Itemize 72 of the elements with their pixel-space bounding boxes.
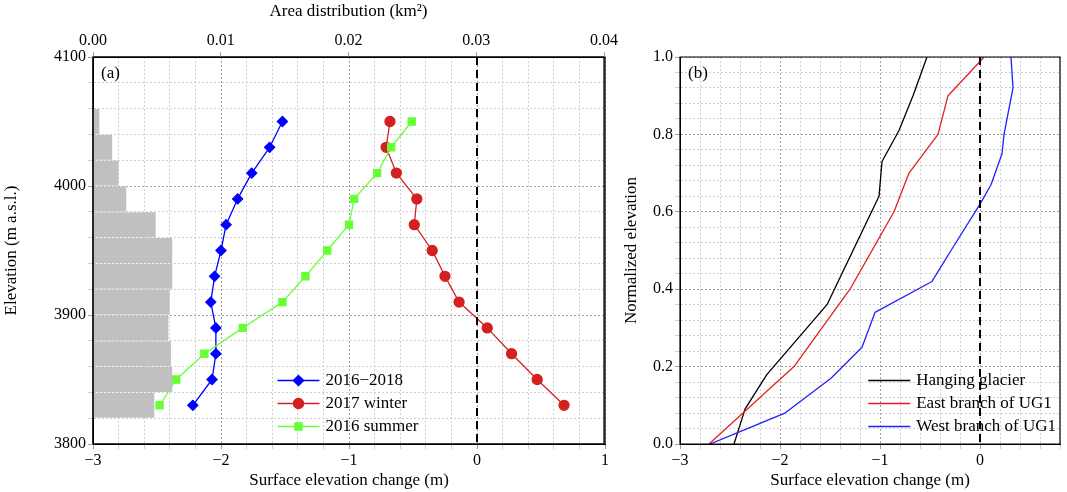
x-axis-title: Area distribution (km²) [269, 0, 428, 20]
point [220, 219, 232, 231]
point [210, 322, 222, 334]
point [505, 348, 518, 360]
point [323, 246, 332, 255]
y-tick-label: 0.4 [653, 279, 673, 297]
point [231, 193, 244, 205]
point [558, 399, 570, 411]
x-tick-label: −3 [671, 450, 689, 468]
x-tick-label: 0 [976, 450, 984, 468]
legend-label: West branch of UG1 [916, 415, 1057, 435]
point [344, 220, 354, 229]
point [205, 296, 217, 308]
point [278, 297, 287, 307]
legend-label: 2016−2018 [325, 369, 404, 389]
x-tick-label: 0.00 [79, 30, 107, 48]
x-tick-label: 0.03 [462, 30, 491, 48]
x-tick-label: −2 [212, 450, 230, 468]
x-tick-label: −1 [340, 450, 358, 468]
x-tick-label: 0.02 [334, 30, 363, 48]
point [208, 270, 221, 282]
point [155, 401, 164, 410]
point [426, 244, 438, 257]
legend-label: 2016 summer [325, 415, 419, 435]
y-tick-label: 4000 [54, 176, 86, 194]
point [238, 323, 247, 333]
x-axis-title: Surface elevation change (m) [249, 470, 449, 490]
legend-label: 2017 winter [325, 392, 408, 412]
x-tick-label: −1 [871, 450, 889, 468]
y-tick-label: 0.6 [653, 202, 673, 219]
x-tick-label: −3 [84, 450, 102, 468]
point [384, 115, 396, 128]
y-axis-title: Elevation (m a.s.l.) [0, 185, 20, 316]
point [411, 193, 423, 205]
point [172, 375, 181, 384]
point [301, 272, 310, 281]
point [531, 373, 543, 386]
point [263, 141, 276, 153]
point [372, 168, 382, 178]
point [387, 143, 396, 152]
y-tick-label: 0.0 [653, 434, 673, 452]
point [276, 115, 289, 128]
y-tick-label: 3800 [54, 434, 86, 452]
y-tick-label: 3900 [54, 305, 86, 323]
x-tick-label: 0.04 [590, 30, 618, 48]
y-tick-label: 0.2 [653, 356, 673, 374]
x-tick-label: 1 [601, 450, 609, 468]
y-tick-label: 0.8 [653, 124, 673, 142]
point [439, 270, 451, 282]
point [246, 167, 258, 179]
y-tick-label: 4100 [54, 47, 86, 65]
y-axis-title: Normalized elevation [620, 176, 640, 324]
point [215, 244, 227, 257]
point [349, 194, 359, 204]
point [206, 373, 218, 386]
point [187, 399, 199, 411]
x-tick-label: −2 [771, 450, 789, 468]
x-axis-title: Surface elevation change (m) [770, 470, 970, 490]
point [407, 117, 416, 126]
point [210, 348, 222, 360]
y-tick-label: 1.0 [653, 47, 673, 65]
legend-label: East branch of UG1 [916, 392, 1052, 412]
point [408, 219, 420, 231]
point [390, 167, 403, 179]
annotation: (b) [688, 62, 708, 82]
legend-label: Hanging glacier [916, 369, 1026, 389]
annotation: (a) [101, 62, 120, 82]
point [453, 296, 465, 308]
point [200, 349, 209, 358]
point [481, 322, 493, 334]
x-tick-label: 0 [473, 450, 481, 468]
x-tick-label: 0.01 [206, 30, 235, 48]
